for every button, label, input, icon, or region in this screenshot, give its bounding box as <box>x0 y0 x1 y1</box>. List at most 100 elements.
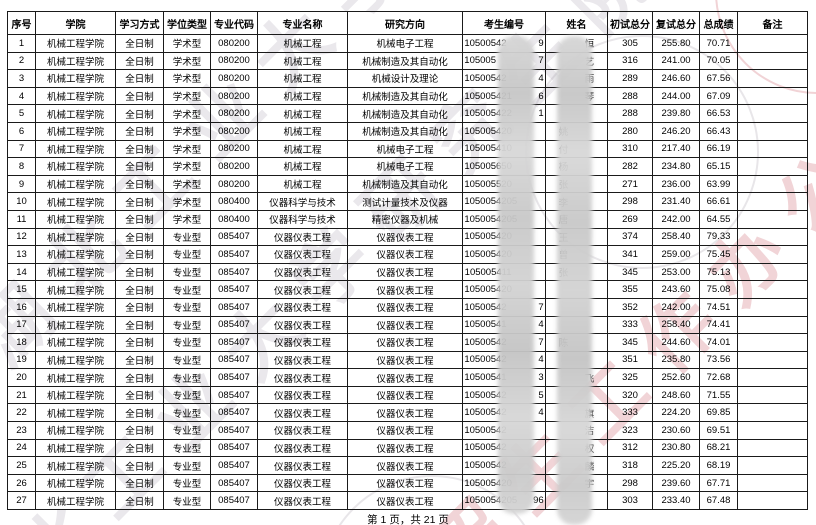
cell-research-direction: 机械制造及其自动化 <box>347 51 463 71</box>
cell-major-code: 080200 <box>210 139 258 159</box>
cell-major-name: 仪器仪表工程 <box>257 421 348 440</box>
cell-degree-type: 专业型 <box>163 368 211 387</box>
cell-study-mode: 全日制 <box>115 350 164 370</box>
cell-major-name: 仪器仪表工程 <box>257 368 348 387</box>
cell-total-score: 67.71 <box>699 473 738 493</box>
table-row: 10 机械工程学院 全日制 学术型 080400 仪器科学与技术 测试计量技术及仪器 1050… <box>7 192 808 211</box>
cell-college: 机械工程学院 <box>35 403 116 423</box>
cell-college: 机械工程学院 <box>35 333 116 352</box>
cell-research-direction: 仪器仪表工程 <box>347 403 463 423</box>
cell-retest-score: 242.00 <box>652 297 700 317</box>
cell-research-direction: 机械制造及其自动化 <box>347 104 463 123</box>
cell-major-name: 机械工程 <box>257 69 348 88</box>
cell-major-name: 机械工程 <box>257 104 348 123</box>
cell-total-score: 69.85 <box>699 403 738 423</box>
redaction-smudge-candidate-number <box>498 36 534 514</box>
cell-seq: 6 <box>7 121 36 141</box>
cell-degree-type: 学术型 <box>163 51 211 71</box>
cell-study-mode: 全日制 <box>115 368 164 387</box>
cell-total-score: 75.08 <box>699 280 738 299</box>
cell-degree-type: 专业型 <box>163 262 211 282</box>
cell-study-mode: 全日制 <box>115 227 164 247</box>
cell-major-code: 085407 <box>210 368 258 387</box>
cell-study-mode: 全日制 <box>115 51 164 71</box>
table-row: 7机械工程学院全日制学术型080200机械工程机械电子工程105005410付3… <box>7 139 808 159</box>
cell-degree-type: 学术型 <box>163 157 211 176</box>
column-header: 专业名称 <box>257 11 348 35</box>
cell-degree-type: 学术型 <box>163 69 211 88</box>
cell-initial-score: 325 <box>607 368 653 387</box>
cell-retest-score: 230.60 <box>652 421 700 440</box>
cell-research-direction: 仪器仪表工程 <box>347 333 463 352</box>
admission-results-table: 序号 学院 学习方式 学位类型 专业代码 专业名称 研究方向 考生编号 姓名 初试总分 复试总分 总成… <box>7 11 808 511</box>
cell-degree-type: 专业型 <box>163 473 211 493</box>
table-row: 4 机械工程学院 全日制 学术型 080200 机械工程 机械制造及其自动化 10500542… <box>7 86 808 106</box>
cell-remark <box>737 473 808 493</box>
cell-college: 机械工程学院 <box>35 104 116 123</box>
cell-major-name: 机械工程 <box>257 157 348 176</box>
cell-college: 机械工程学院 <box>35 350 116 370</box>
cell-seq: 7 <box>7 139 36 159</box>
cell-remark <box>737 403 808 423</box>
cell-retest-score: 258.40 <box>652 315 700 335</box>
cell-initial-score: 280 <box>607 121 653 141</box>
table-row: 2机械工程学院全日制学术型080200机械工程机械制造及其自动化1050057艺… <box>7 51 808 71</box>
cell-major-code: 085407 <box>210 245 258 264</box>
table-row: 19 机械工程学院 全日制 专业型 085407 仪器仪表工程 仪器仪表工程 10500542… <box>7 350 808 370</box>
cell-total-score: 66.43 <box>699 121 738 141</box>
cell-remark <box>737 34 808 53</box>
cell-total-score: 68.19 <box>699 456 738 475</box>
cell-research-direction: 仪器仪表工程 <box>347 473 463 493</box>
cell-seq: 2 <box>7 51 36 71</box>
cell-college: 机械工程学院 <box>35 121 116 141</box>
cell-initial-score: 288 <box>607 104 653 123</box>
cell-study-mode: 全日制 <box>115 315 164 335</box>
cell-retest-score: 246.20 <box>652 121 700 141</box>
cell-initial-score: 323 <box>607 421 653 440</box>
cell-initial-score: 345 <box>607 333 653 352</box>
cell-retest-score: 234.80 <box>652 157 700 176</box>
cell-initial-score: 316 <box>607 51 653 71</box>
cell-research-direction: 机械制造及其自动化 <box>347 174 463 194</box>
cell-major-name: 机械工程 <box>257 51 348 71</box>
table-row: 22 机械工程学院 全日制 专业型 085407 仪器仪表工程 仪器仪表工程 10500542… <box>7 403 808 423</box>
cell-college: 机械工程学院 <box>35 456 116 475</box>
cell-major-name: 仪器仪表工程 <box>257 350 348 370</box>
cell-initial-score: 303 <box>607 491 653 511</box>
cell-major-name: 仪器仪表工程 <box>257 403 348 423</box>
cell-research-direction: 仪器仪表工程 <box>347 262 463 282</box>
cell-retest-score: 258.40 <box>652 227 700 247</box>
table-row: 13 机械工程学院 全日制 专业型 085407 仪器仪表工程 仪器仪表工程 10500542… <box>7 245 808 264</box>
cell-research-direction: 机械制造及其自动化 <box>347 121 463 141</box>
cell-seq: 21 <box>7 385 36 405</box>
cell-degree-type: 专业型 <box>163 456 211 475</box>
cell-seq: 14 <box>7 262 36 282</box>
cell-remark <box>737 121 808 141</box>
cell-college: 机械工程学院 <box>35 315 116 335</box>
cell-study-mode: 全日制 <box>115 104 164 123</box>
cell-remark <box>737 333 808 352</box>
cell-seq: 18 <box>7 333 36 352</box>
cell-major-code: 085407 <box>210 403 258 423</box>
cell-study-mode: 全日制 <box>115 456 164 475</box>
cell-college: 机械工程学院 <box>35 438 116 458</box>
cell-total-score: 66.61 <box>699 192 738 211</box>
cell-initial-score: 310 <box>607 139 653 159</box>
cell-major-name: 机械工程 <box>257 86 348 106</box>
cell-seq: 22 <box>7 403 36 423</box>
cell-degree-type: 学术型 <box>163 104 211 123</box>
cell-major-code: 080200 <box>210 51 258 71</box>
cell-degree-type: 专业型 <box>163 333 211 352</box>
cell-major-name: 仪器仪表工程 <box>257 280 348 299</box>
cell-research-direction: 精密仪器及机械 <box>347 209 463 229</box>
cell-remark <box>737 139 808 159</box>
cell-major-code: 080200 <box>210 121 258 141</box>
cell-retest-score: 225.20 <box>652 456 700 475</box>
cell-remark <box>737 86 808 106</box>
cell-initial-score: 374 <box>607 227 653 247</box>
cell-remark <box>737 245 808 264</box>
cell-seq: 13 <box>7 245 36 264</box>
cell-college: 机械工程学院 <box>35 139 116 159</box>
cell-major-code: 085407 <box>210 491 258 511</box>
cell-research-direction: 仪器仪表工程 <box>347 491 463 511</box>
